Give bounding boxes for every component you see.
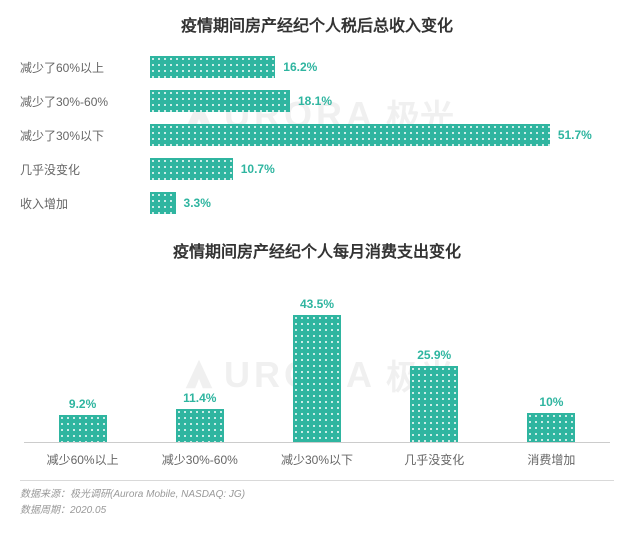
chart1-hbar: 减少了60%以上 16.2% 减少了30%-60% 18.1% 减少了30%以下 51.7… [20,50,614,220]
chart1-bar-track: 3.3% [150,186,614,220]
chart1-category-label: 几乎没变化 [20,161,150,178]
footer-label: 数据来源： [20,489,70,500]
chart1-bar-track: 10.7% [150,152,614,186]
chart1-value-label: 10.7% [241,162,275,176]
chart2-vbar: 9.2% 11.4% 43.5% 25.9% 10% 减少60%以上减少30%-60%减… [20,272,614,468]
chart2-bar [293,315,341,442]
chart2-value-label: 10% [539,395,563,409]
chart2-category-label: 减少30%以下 [258,451,375,468]
chart1-bar-track: 16.2% [150,50,614,84]
chart1-category-label: 减少了30%-60% [20,93,150,110]
chart2-value-label: 25.9% [417,348,451,362]
chart2-column: 9.2% [24,272,141,442]
chart1-category-label: 收入增加 [20,195,150,212]
container: 疫情期间房产经纪个人税后总收入变化 减少了60%以上 16.2% 减少了30%-60… [0,0,634,527]
chart1-bar [150,56,275,78]
chart2-bar [527,413,575,442]
chart1-category-label: 减少了60%以上 [20,59,150,76]
chart2-bar [176,409,224,442]
chart2-column: 11.4% [141,272,258,442]
footer-value: 极光调研(Aurora Mobile, NASDAQ: JG) [70,489,245,500]
chart1-row: 收入增加 3.3% [20,186,614,220]
chart2-category-label: 消费增加 [493,451,610,468]
chart1-value-label: 3.3% [184,196,211,210]
chart2-category-label: 几乎没变化 [376,451,493,468]
footer: 数据来源：极光调研(Aurora Mobile, NASDAQ: JG)数据周期… [20,480,614,519]
chart2-category-label: 减少60%以上 [24,451,141,468]
chart2-bar [410,366,458,442]
chart1-row: 减少了60%以上 16.2% [20,50,614,84]
chart2-value-label: 43.5% [300,297,334,311]
chart1-row: 几乎没变化 10.7% [20,152,614,186]
chart2-bar [59,415,107,442]
chart1-bar-track: 18.1% [150,84,614,118]
chart2-category-label: 减少30%-60% [141,451,258,468]
chart2-column: 25.9% [376,272,493,442]
chart1-row: 减少了30%-60% 18.1% [20,84,614,118]
chart1-row: 减少了30%以下 51.7% [20,118,614,152]
chart1-bar [150,124,550,146]
footer-value: 2020.05 [70,505,106,516]
footer-line: 数据来源：极光调研(Aurora Mobile, NASDAQ: JG) [20,487,614,503]
chart2-column: 43.5% [258,272,375,442]
chart1-bar [150,192,176,214]
chart1-title: 疫情期间房产经纪个人税后总收入变化 [20,12,614,36]
chart2-value-label: 11.4% [183,391,216,405]
chart1-value-label: 18.1% [298,94,332,108]
chart2-value-label: 9.2% [69,397,96,411]
chart1-value-label: 51.7% [558,128,592,142]
footer-label: 数据周期： [20,505,70,516]
chart1-bar-track: 51.7% [150,118,614,152]
chart1-value-label: 16.2% [283,60,317,74]
chart1-category-label: 减少了30%以下 [20,127,150,144]
chart1-bar [150,90,290,112]
chart2-title: 疫情期间房产经纪个人每月消费支出变化 [20,238,614,262]
chart1-bar [150,158,233,180]
chart2-column: 10% [493,272,610,442]
footer-line: 数据周期：2020.05 [20,503,614,519]
